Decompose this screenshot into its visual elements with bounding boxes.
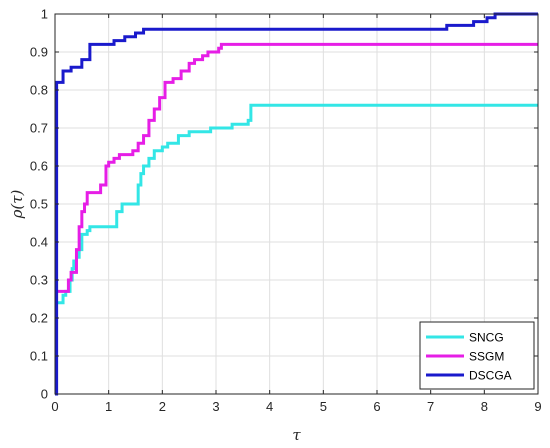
legend: SNCG SSGM DSCGA [419,321,535,390]
y-tick-label: 0.7 [30,121,48,136]
y-axis-label: ρ(τ) [8,189,26,219]
series-line-sncg [55,103,538,305]
series-line-ssgm [55,42,538,293]
x-tick-label: 0 [51,399,58,414]
ticks: 0 1 2 3 4 5 6 7 8 9 0 0.1 0.2 0.3 0.4 0.5 0.6 0.7 0.8 0.9 1 [30,7,542,415]
x-tick-label: 9 [534,399,541,414]
y-tick-label: 0.3 [30,273,48,288]
x-tick-label: 4 [266,399,273,414]
x-tick-label: 8 [481,399,488,414]
legend-label-dscga: DSCGA [469,369,512,383]
legend-label-sncg: SNCG [469,331,504,345]
series-line-dscga [55,12,538,396]
legend-label-ssgm: SSGM [469,350,504,364]
y-tick-label: 0.6 [30,159,48,174]
y-tick-label: 0.9 [30,45,48,60]
y-tick-label: 1 [41,7,48,22]
y-tick-label: 0.2 [30,311,48,326]
x-tick-label: 5 [320,399,327,414]
y-tick-label: 0.1 [30,349,48,364]
x-tick-label: 1 [105,399,112,414]
x-tick-label: 2 [159,399,166,414]
series-layer [55,12,538,396]
x-axis-label: τ [292,426,301,444]
x-tick-label: 3 [212,399,219,414]
y-tick-label: 0.5 [30,197,48,212]
x-tick-label: 6 [373,399,380,414]
y-tick-label: 0.4 [30,235,48,250]
x-tick-label: 7 [427,399,434,414]
y-tick-label: 0.8 [30,83,48,98]
y-tick-label: 0 [41,387,48,402]
